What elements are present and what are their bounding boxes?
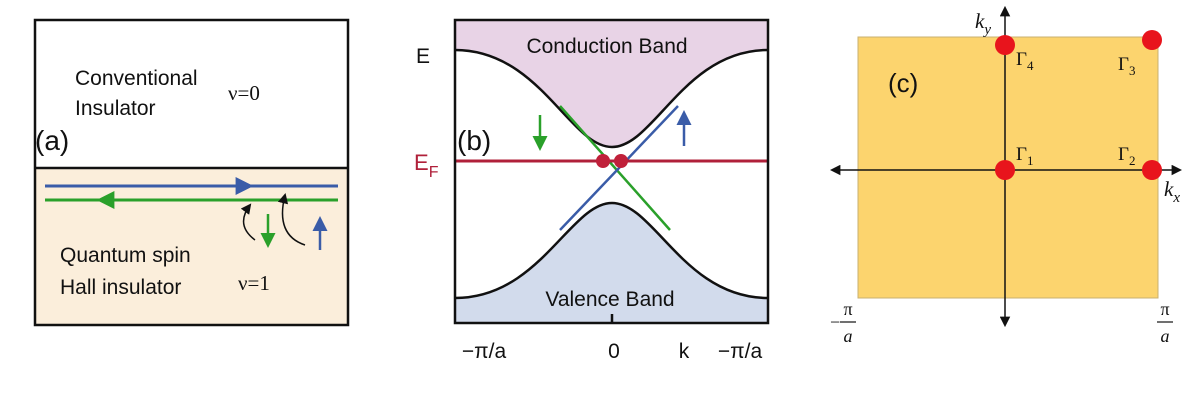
- edge-den: a: [1161, 326, 1170, 346]
- g-sub: 2: [1129, 153, 1136, 168]
- g-sub: 1: [1027, 153, 1034, 168]
- edge-num: π: [1160, 299, 1169, 319]
- top-line: Insulator: [75, 97, 156, 120]
- crossing-dot: [614, 154, 628, 168]
- edge-num: π: [843, 299, 852, 319]
- top-line: Conventional: [75, 67, 198, 90]
- pointer: [240, 203, 256, 241]
- tr-point: [995, 35, 1015, 55]
- index: ν=0: [228, 81, 260, 105]
- index: ν=1: [238, 271, 270, 295]
- k-sub: y: [982, 22, 991, 38]
- x-label: −π/a: [462, 340, 507, 363]
- band-curve: [454, 201, 769, 300]
- bottom-line: Hall insulator: [60, 276, 181, 299]
- g-main: Γ: [1118, 144, 1129, 165]
- g-sub: 4: [1027, 58, 1034, 73]
- fermi-label: EF: [414, 150, 439, 181]
- edge-dispersion: [559, 105, 671, 231]
- edge-den: a: [844, 326, 853, 346]
- g-main: Γ: [1016, 49, 1027, 70]
- point-label: Γ4: [1016, 49, 1034, 73]
- top-region: [35, 20, 348, 168]
- edge-sign: −: [830, 312, 840, 332]
- panel-b: Conduction Band Valence Band E EF (b) −π…: [414, 18, 770, 363]
- fermi-sub: F: [429, 164, 439, 181]
- panel-label: (a): [35, 125, 69, 156]
- point-label: Γ2: [1118, 144, 1135, 168]
- edge-dispersion: [559, 105, 679, 231]
- panel-a: Conventional Insulator ν=0 (a) Quantum s…: [33, 18, 350, 327]
- point-label: Γ3: [1118, 54, 1135, 78]
- k-main: k: [1164, 177, 1174, 201]
- panel-label: (b): [457, 125, 491, 156]
- pointer: [277, 192, 306, 246]
- crossing-dot: [596, 154, 610, 168]
- kx-label: kx: [1164, 177, 1180, 206]
- point-label: Γ1: [1016, 144, 1033, 168]
- x-label: −π/a: [718, 340, 763, 363]
- band-label: Conduction Band: [526, 35, 687, 58]
- g-main: Γ: [1016, 144, 1027, 165]
- conduction-region: [455, 20, 768, 147]
- valence-region: [455, 203, 768, 323]
- bottom-line: Quantum spin: [60, 244, 191, 267]
- fermi-main: E: [414, 150, 429, 175]
- k-sub: x: [1172, 190, 1180, 206]
- frame: [33, 18, 350, 327]
- x-label: 0: [608, 340, 620, 363]
- k-main: k: [975, 9, 985, 33]
- bottom-region: [35, 168, 348, 325]
- tr-point: [1142, 30, 1162, 50]
- band-label: Valence Band: [545, 288, 674, 311]
- energy-label: E: [416, 45, 430, 68]
- ky-label: ky: [975, 9, 991, 38]
- g-main: Γ: [1118, 54, 1129, 75]
- panel-label: (c): [888, 68, 918, 98]
- panel-c: ky kx Γ4 Γ3 Γ1 Γ2 (c) − π a π a: [829, 5, 1183, 346]
- tr-point: [995, 160, 1015, 180]
- x-label: k: [679, 340, 690, 363]
- band-curve: [454, 48, 769, 149]
- g-sub: 3: [1129, 63, 1136, 78]
- tr-point: [1142, 160, 1162, 180]
